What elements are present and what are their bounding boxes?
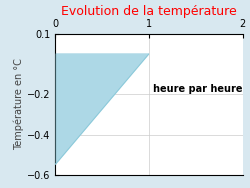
- Title: Evolution de la température: Evolution de la température: [61, 5, 236, 18]
- Text: heure par heure: heure par heure: [154, 84, 243, 94]
- Polygon shape: [55, 54, 149, 165]
- Y-axis label: Température en °C: Température en °C: [13, 58, 24, 150]
